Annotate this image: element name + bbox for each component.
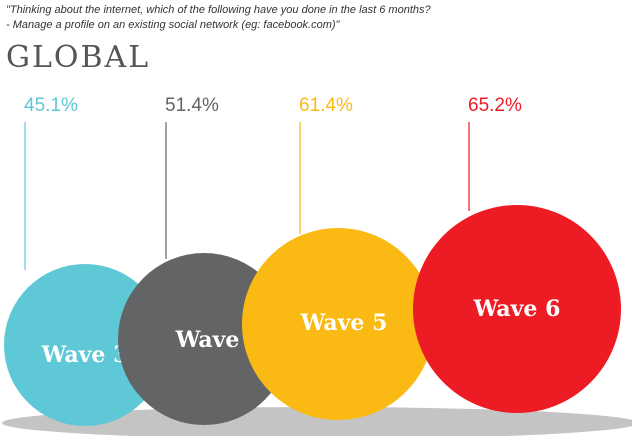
value-label-wave-3: 45.1% (24, 95, 78, 116)
value-label-wave-4: 51.4% (165, 95, 219, 116)
ground-shadow (2, 407, 632, 436)
category-label-wave-3: Wave 3 (41, 342, 129, 368)
question-line-2: - Manage a profile on an existing social… (6, 19, 340, 31)
region-title: GLOBAL (6, 40, 151, 75)
category-label-wave-6: Wave 6 (473, 296, 561, 322)
value-label-wave-6: 65.2% (468, 95, 522, 116)
survey-question: "Thinking about the internet, which of t… (6, 3, 626, 33)
value-label-wave-5: 61.4% (299, 95, 353, 116)
bubble-wave-5 (242, 228, 434, 420)
bubble-wave-6 (413, 205, 621, 413)
category-label-wave-5: Wave 5 (300, 310, 388, 336)
question-line-1: "Thinking about the internet, which of t… (6, 4, 431, 16)
